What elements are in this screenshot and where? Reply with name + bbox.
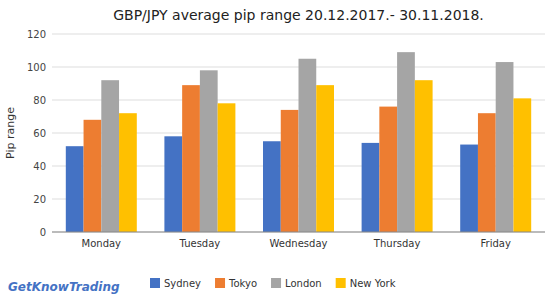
bar: [200, 70, 218, 232]
legend-swatch: [215, 278, 225, 288]
x-tick-label: Friday: [481, 238, 511, 249]
bar: [397, 52, 415, 232]
bar: [84, 120, 102, 232]
y-tick-label: 60: [33, 128, 46, 139]
bar: [362, 143, 380, 232]
legend-label: Tokyo: [228, 278, 257, 289]
y-tick-label: 20: [33, 194, 46, 205]
bar: [101, 80, 119, 232]
legend-swatch: [336, 278, 346, 288]
y-tick-label: 0: [40, 227, 46, 238]
watermark: GetKnowTrading: [8, 280, 120, 294]
bar: [263, 141, 281, 232]
y-axis-label: Pip range: [4, 107, 17, 159]
bar: [316, 85, 334, 232]
y-tick-label: 120: [27, 29, 46, 40]
bar: [164, 136, 182, 232]
bar: [218, 103, 236, 232]
bar: [299, 59, 317, 232]
bar: [415, 80, 433, 232]
grid-line: [52, 232, 545, 233]
bar: [182, 85, 200, 232]
bar: [281, 110, 299, 232]
bar: [478, 113, 496, 232]
bar: [513, 98, 531, 232]
bar: [66, 146, 84, 232]
x-axis-line: [52, 232, 545, 233]
grid-line: [52, 34, 545, 35]
bar: [379, 107, 397, 232]
chart: GBP/JPY average pip range 20.12.2017.- 3…: [0, 0, 555, 301]
legend-label: London: [285, 278, 322, 289]
y-tick-label: 80: [33, 95, 46, 106]
x-tick-label: Wednesday: [270, 238, 328, 249]
bars: [66, 52, 531, 232]
bar: [460, 145, 478, 232]
title: GBP/JPY average pip range 20.12.2017.- 3…: [113, 7, 484, 23]
y-tick-label: 100: [27, 62, 46, 73]
legend-label: New York: [350, 278, 396, 289]
x-tick-label: Thursday: [373, 238, 421, 249]
legend: Sydney Tokyo London New York: [150, 278, 396, 289]
x-tick-label: Monday: [82, 238, 122, 249]
bar: [496, 62, 514, 232]
legend-swatch: [271, 278, 281, 288]
legend-label: Sydney: [164, 278, 201, 289]
bar: [119, 113, 137, 232]
legend-swatch: [150, 278, 160, 288]
x-tick-label: Tuesday: [179, 238, 221, 249]
y-tick-label: 40: [33, 161, 46, 172]
